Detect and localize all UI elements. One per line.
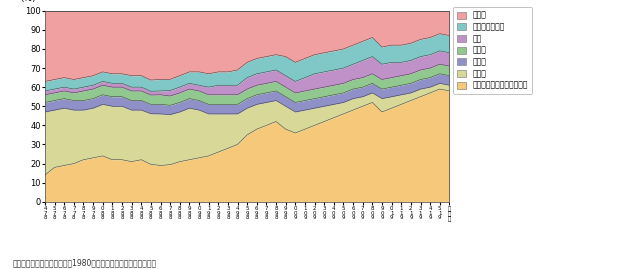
- Legend: その他, その他の工業品, 機械, 金属品, 化学品, 繊維品, １次産品（加工食品含む）: その他, その他の工業品, 機械, 金属品, 化学品, 繊維品, １次産品（加工…: [453, 7, 532, 94]
- Text: 資料：山澤逸平・山本有造（1980）第２表から経済産業省作成。: 資料：山澤逸平・山本有造（1980）第２表から経済産業省作成。: [13, 259, 157, 268]
- Text: (%): (%): [21, 0, 37, 3]
